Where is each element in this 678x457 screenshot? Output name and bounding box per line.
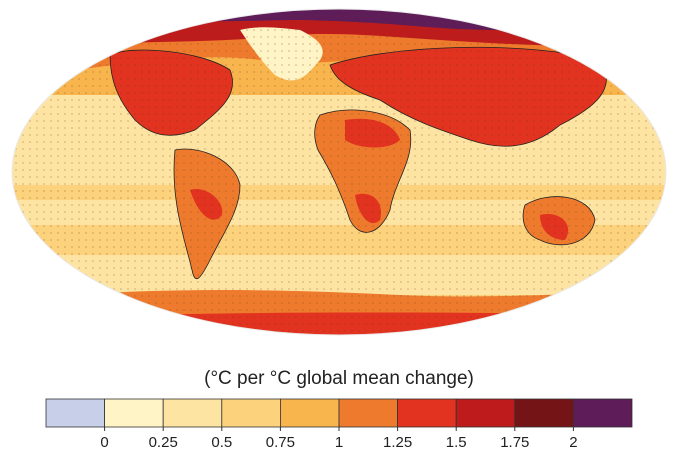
colorbar-title: (°C per °C global mean change) [204, 368, 474, 389]
tick-label: 2 [569, 434, 577, 451]
tick-label: 0.5 [211, 434, 232, 451]
color-bin [514, 398, 574, 428]
colorbar: 0 0.25 0.5 0.75 1 1.25 1.5 1.75 2 [45, 398, 633, 451]
tick-label: 1.5 [446, 434, 467, 451]
color-bin [573, 398, 633, 428]
color-bin [221, 398, 281, 428]
color-bin [104, 398, 164, 428]
map-border [11, 8, 667, 336]
color-bin [455, 398, 516, 428]
color-bin [397, 398, 457, 428]
color-bin [338, 398, 398, 428]
map [12, 9, 666, 335]
tick-label: 1.75 [500, 434, 529, 451]
color-bin [162, 398, 223, 428]
color-bin [45, 398, 105, 428]
tick-label: 0.75 [266, 434, 295, 451]
tick-label: 1.25 [383, 434, 412, 451]
tick-label: 0.25 [149, 434, 178, 451]
tick-label: 1 [335, 434, 343, 451]
color-bin [279, 398, 340, 428]
tick-label: 0 [100, 434, 108, 451]
